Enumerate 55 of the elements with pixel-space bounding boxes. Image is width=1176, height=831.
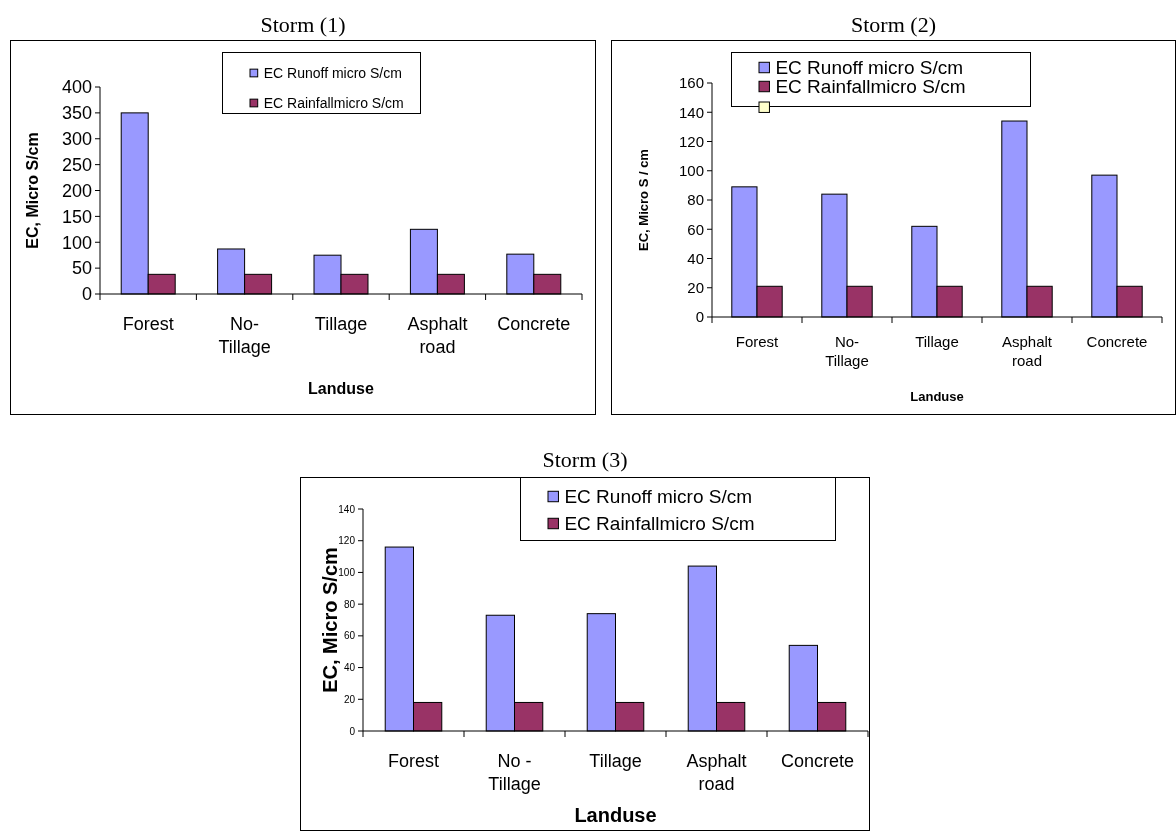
x-tick-label: Concrete bbox=[497, 314, 571, 334]
y-tick-label: 80 bbox=[687, 191, 704, 209]
y-tick-label: 100 bbox=[61, 232, 92, 253]
chart-title: Storm (2) bbox=[851, 12, 936, 37]
y-tick-label: 60 bbox=[687, 220, 704, 238]
x-tick-label: Forest bbox=[735, 333, 780, 350]
y-axis-title: EC, Micro S/cm bbox=[23, 132, 41, 249]
x-tick-label: Asphalt road bbox=[407, 314, 468, 357]
x-tick-label: Asphalt road bbox=[686, 751, 747, 794]
x-tick-label: Tillage bbox=[314, 314, 368, 334]
legend-label: EC Rainfallmicro S/cm bbox=[775, 76, 966, 98]
y-tick-label: 50 bbox=[71, 258, 92, 279]
x-tick-label: Concrete bbox=[1086, 333, 1148, 350]
y-tick-label: 120 bbox=[678, 132, 704, 150]
x-tick-label: No-Tillage bbox=[825, 333, 869, 369]
y-tick-label: 120 bbox=[338, 535, 356, 547]
y-tick-label: 100 bbox=[338, 566, 356, 578]
x-tick-label: Tillage bbox=[589, 751, 642, 771]
x-tick-label: Forest bbox=[122, 314, 174, 334]
chart-title: Storm (3) bbox=[542, 447, 628, 472]
y-tick-label: 40 bbox=[687, 249, 704, 267]
x-axis-title: Landuse bbox=[574, 804, 657, 826]
y-tick-label: 0 bbox=[349, 725, 356, 737]
x-tick-label: Concrete bbox=[780, 751, 855, 771]
y-tick-label: 0 bbox=[695, 308, 704, 326]
y-tick-label: 200 bbox=[61, 180, 92, 201]
x-tick-label: Tillage bbox=[915, 333, 959, 350]
y-tick-label: 20 bbox=[343, 693, 356, 705]
x-tick-label: Forest bbox=[387, 751, 440, 771]
y-tick-label: 350 bbox=[61, 103, 92, 124]
y-tick-label: 300 bbox=[61, 129, 92, 150]
x-tick-label: Asphalt road bbox=[1001, 333, 1053, 369]
legend-label: EC Runoff micro S/cm bbox=[564, 486, 753, 508]
x-tick-label: No-Tillage bbox=[218, 314, 271, 357]
x-axis-title: Landuse bbox=[308, 380, 374, 397]
chart-title: Storm (1) bbox=[260, 12, 346, 37]
y-tick-label: 250 bbox=[61, 154, 92, 175]
y-tick-label: 400 bbox=[61, 77, 92, 98]
y-axis-title: EC, Micro S / cm bbox=[635, 149, 651, 251]
y-tick-label: 0 bbox=[81, 284, 92, 305]
y-tick-label: 40 bbox=[343, 662, 356, 674]
y-tick-label: 150 bbox=[61, 206, 92, 227]
y-tick-label: 20 bbox=[687, 279, 704, 296]
y-tick-label: 60 bbox=[343, 630, 356, 642]
x-tick-label: No - Tillage bbox=[488, 751, 541, 794]
y-tick-label: 140 bbox=[678, 103, 704, 121]
y-tick-label: 140 bbox=[338, 503, 356, 515]
y-tick-label: 160 bbox=[678, 74, 704, 92]
legend-label: EC Runoff micro S/cm bbox=[775, 57, 964, 79]
legend-label: EC Rainfallmicro S/cm bbox=[263, 94, 404, 111]
y-tick-label: 100 bbox=[678, 162, 704, 179]
x-axis-title: Landuse bbox=[910, 389, 964, 404]
legend-label: EC Rainfallmicro S/cm bbox=[564, 513, 755, 535]
y-tick-label: 80 bbox=[343, 598, 356, 610]
legend-label: EC Runoff micro S/cm bbox=[263, 64, 402, 81]
